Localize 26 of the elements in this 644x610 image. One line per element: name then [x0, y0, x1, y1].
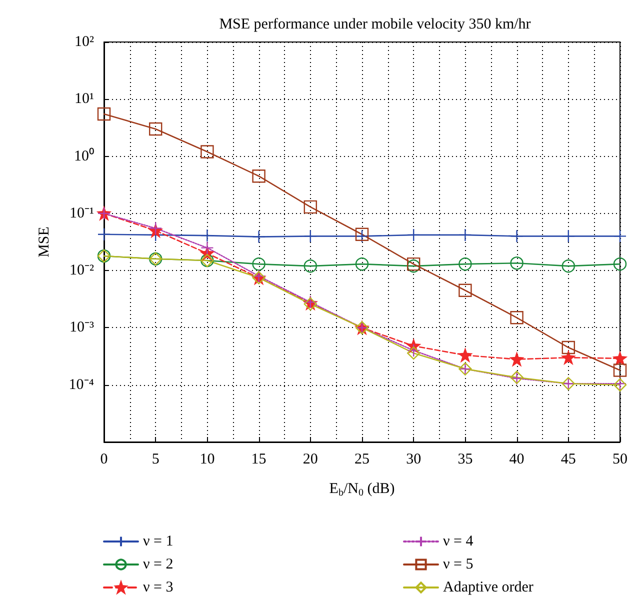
x-tick-label: 5 — [152, 452, 160, 468]
y-tick-label: 10⁻³ — [70, 320, 94, 336]
y-tick-label: 10⁻¹ — [70, 205, 94, 222]
legend-label: ν = 3 — [143, 580, 174, 596]
x-tick-label: 50 — [612, 452, 628, 468]
legend-label: ν = 2 — [143, 556, 174, 572]
x-tick-label: 0 — [100, 452, 108, 468]
x-tick-label: 15 — [251, 452, 266, 468]
y-tick-label: 10⁰ — [74, 147, 94, 164]
x-tick-label: 25 — [354, 452, 370, 468]
x-tick-label: 45 — [560, 452, 576, 468]
y-tick-label: 10² — [74, 34, 94, 50]
x-tick-label: 40 — [509, 452, 524, 468]
legend-label: ν = 4 — [443, 534, 474, 550]
legend-label: ν = 1 — [143, 534, 174, 550]
legend-label: ν = 5 — [443, 556, 474, 572]
legend-label: Adaptive order — [443, 580, 534, 596]
y-axis-title: MSE — [36, 226, 52, 258]
y-tick-label: 10⁻² — [70, 262, 94, 279]
y-tick-label: 10⁻⁴ — [68, 376, 94, 393]
x-tick-label: 30 — [406, 452, 422, 468]
y-tick-label: 10¹ — [74, 91, 94, 108]
x-tick-label: 20 — [302, 452, 318, 468]
x-tick-label: 35 — [458, 452, 473, 468]
x-tick-label: 10 — [200, 452, 215, 468]
chart-title: MSE performance under mobile velocity 350 km/hr — [219, 16, 531, 32]
